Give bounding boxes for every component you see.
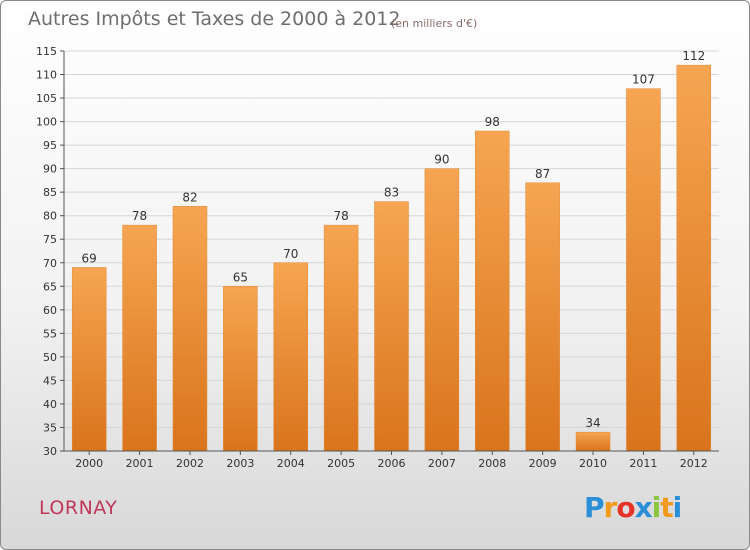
bar-value-label: 78 xyxy=(333,209,348,223)
logo-letter: i xyxy=(651,491,662,524)
x-tick-label: 2011 xyxy=(629,457,657,470)
logo-letter: o xyxy=(616,491,635,524)
bar-value-label: 98 xyxy=(485,115,500,129)
logo-letter: P xyxy=(584,491,605,524)
bar-value-label: 78 xyxy=(132,209,147,223)
bar[interactable] xyxy=(626,88,661,452)
y-tick-label: 55 xyxy=(43,327,57,340)
bar[interactable] xyxy=(323,224,359,452)
bar-value-label: 107 xyxy=(632,73,655,87)
x-tick-label: 2003 xyxy=(226,457,254,470)
bar[interactable] xyxy=(273,262,308,452)
y-tick-label: 85 xyxy=(43,186,57,199)
x-tick-label: 2000 xyxy=(75,457,103,470)
x-tick-label: 2005 xyxy=(327,457,355,470)
bar[interactable] xyxy=(122,224,157,452)
bar-value-label: 65 xyxy=(233,270,248,284)
y-tick-label: 115 xyxy=(36,45,57,58)
bar-value-label: 83 xyxy=(384,186,399,200)
bar[interactable] xyxy=(172,206,208,452)
logo-letter: t xyxy=(660,491,673,524)
town-name: LORNAY xyxy=(39,497,118,519)
y-tick-label: 40 xyxy=(43,398,57,411)
y-tick-label: 30 xyxy=(43,445,57,458)
x-tick-label: 2007 xyxy=(428,457,456,470)
x-tick-label: 2010 xyxy=(579,457,607,470)
y-tick-label: 80 xyxy=(43,210,57,223)
y-tick-label: 70 xyxy=(43,257,57,270)
logo-letter: x xyxy=(634,491,653,524)
y-tick-label: 45 xyxy=(43,374,57,387)
bar[interactable] xyxy=(71,267,107,452)
logo-letter: i xyxy=(672,491,683,524)
proxiti-logo[interactable]: Proxiti xyxy=(584,491,683,524)
y-tick-label: 90 xyxy=(43,163,57,176)
x-tick-label: 2012 xyxy=(680,457,708,470)
x-tick-label: 2004 xyxy=(277,457,305,470)
bar[interactable] xyxy=(575,431,611,452)
bar-value-label: 87 xyxy=(535,167,550,181)
chart-unit: (en milliers d'€) xyxy=(391,17,478,30)
bar-value-label: 69 xyxy=(82,251,97,265)
bar-value-label: 82 xyxy=(182,190,197,204)
x-tick-label: 2002 xyxy=(176,457,204,470)
bar-value-label: 112 xyxy=(682,49,705,63)
bar-value-label: 90 xyxy=(434,153,449,167)
y-tick-label: 60 xyxy=(43,304,57,317)
bar[interactable] xyxy=(223,286,258,452)
y-tick-label: 65 xyxy=(43,280,57,293)
y-tick-label: 100 xyxy=(36,116,57,129)
y-tick-label: 110 xyxy=(36,69,57,82)
bar[interactable] xyxy=(374,201,409,452)
y-tick-label: 35 xyxy=(43,421,57,434)
bar[interactable] xyxy=(525,182,560,452)
bar[interactable] xyxy=(475,130,510,452)
bar[interactable] xyxy=(424,168,460,452)
x-tick-label: 2001 xyxy=(126,457,154,470)
bar[interactable] xyxy=(676,64,712,452)
x-tick-label: 2006 xyxy=(378,457,406,470)
x-tick-label: 2009 xyxy=(529,457,557,470)
y-tick-label: 95 xyxy=(43,139,57,152)
y-tick-label: 75 xyxy=(43,233,57,246)
y-tick-label: 105 xyxy=(36,92,57,105)
bar-value-label: 34 xyxy=(585,416,600,430)
logo-letter: r xyxy=(603,491,618,524)
bar-value-label: 70 xyxy=(283,247,298,261)
y-tick-label: 50 xyxy=(43,351,57,364)
chart-title: Autres Impôts et Taxes de 2000 à 2012 xyxy=(28,8,401,30)
x-tick-label: 2008 xyxy=(478,457,506,470)
